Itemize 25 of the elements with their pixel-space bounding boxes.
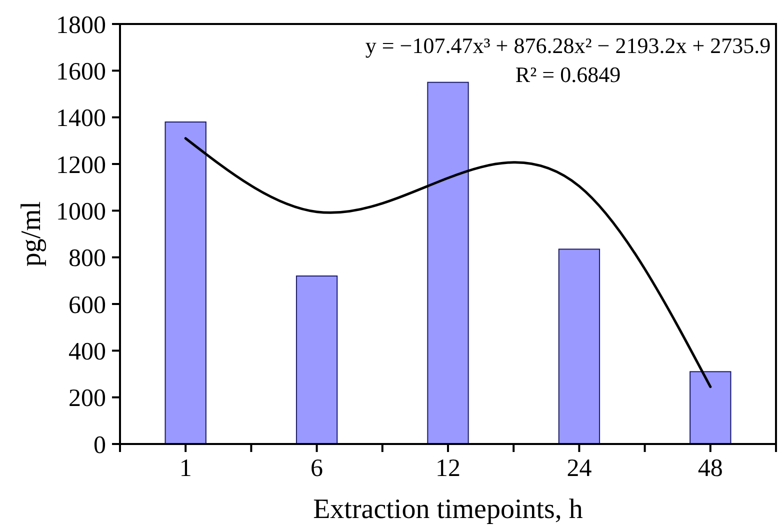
y-tick-label: 1400 <box>56 105 106 132</box>
annotation: R² = 0.6849 <box>515 62 621 87</box>
y-tick-label: 1800 <box>56 12 106 39</box>
y-tick-label: 200 <box>68 385 106 412</box>
x-tick-label: 12 <box>436 455 460 482</box>
bar <box>558 248 600 444</box>
x-tick-label: 48 <box>698 455 723 482</box>
bar <box>427 82 469 444</box>
y-tick-label: 1200 <box>56 152 106 179</box>
y-tick-label: 800 <box>68 245 106 272</box>
y-tick-label: 600 <box>68 292 106 319</box>
y-tick-label: 1000 <box>56 198 106 226</box>
x-tick-label: 1 <box>179 455 192 482</box>
y-tick-label: 400 <box>68 338 106 366</box>
y-tick-label: 0 <box>94 432 106 459</box>
x-tick-label: 24 <box>566 455 592 482</box>
line-series <box>184 137 712 388</box>
bar <box>296 276 338 444</box>
bar <box>164 122 206 444</box>
y-tick-label: 1600 <box>56 58 106 86</box>
x-axis-title: Extraction timepoints, h <box>313 494 583 525</box>
bar <box>690 371 732 444</box>
annotation: y = −107.47x³ + 876.28x² − 2193.2x + 2735.9 <box>365 33 771 58</box>
x-tick-label: 6 <box>310 455 324 482</box>
y-axis-title: pg/ml <box>16 201 47 267</box>
